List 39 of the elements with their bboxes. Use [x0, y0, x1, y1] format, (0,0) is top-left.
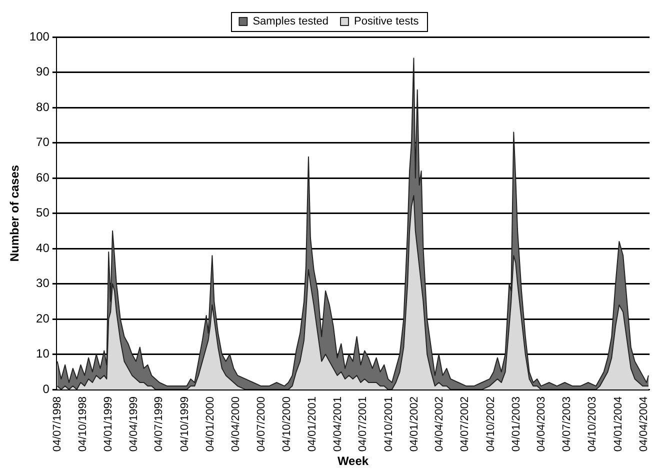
x-tick-label: 04/07/2001: [357, 396, 370, 452]
x-tick-label: 04/01/2004: [612, 396, 624, 452]
x-tick-label: 04/01/2002: [408, 396, 421, 452]
y-tick-label: 70: [36, 135, 50, 150]
x-tick-label: 04/10/1998: [76, 396, 89, 452]
legend-label: Samples tested: [252, 16, 329, 28]
y-tick-label: 10: [36, 346, 50, 361]
x-tick-label: 04/01/2003: [510, 396, 522, 452]
x-tick-label: 04/01/2000: [204, 396, 217, 452]
y-axis-title: Number of cases: [8, 164, 22, 262]
x-tick-label: 04/10/2001: [382, 396, 395, 452]
x-tick-label: 04/10/2002: [484, 396, 497, 452]
x-tick-label: 04/07/2003: [561, 396, 574, 452]
y-tick-label: 40: [36, 240, 50, 255]
x-tick-label: 04/04/2004: [638, 396, 650, 452]
x-tick-label: 04/10/1999: [178, 396, 191, 452]
y-tick-label: 20: [36, 311, 50, 326]
x-tick-label: 04/07/2000: [255, 396, 268, 452]
legend-label: Positive tests: [354, 16, 420, 28]
y-tick-label: 50: [36, 206, 50, 220]
x-tick-label: 04/04/2002: [434, 396, 446, 452]
y-tick-label: 0: [42, 382, 50, 396]
y-tick-label: 90: [36, 64, 50, 79]
x-axis-title: Week: [337, 454, 369, 468]
x-tick-label: 04/04/2000: [230, 396, 242, 452]
x-tick-label: 04/01/2001: [306, 396, 319, 452]
x-tick-label: 04/10/2003: [586, 396, 599, 452]
x-tick-label: 04/04/2001: [332, 396, 344, 452]
y-tick-label: 30: [36, 276, 50, 290]
x-tick-label: 04/07/1999: [153, 396, 166, 452]
x-tick-label: 04/04/1999: [128, 396, 140, 452]
x-tick-label: 04/04/2003: [536, 396, 548, 452]
x-tick-label: 04/01/1999: [102, 396, 115, 452]
x-tick-label: 04/10/2000: [281, 396, 294, 452]
y-tick-label: 100: [29, 29, 50, 44]
x-tick-label: 04/07/2002: [459, 396, 472, 452]
x-tick-label: 04/07/1998: [51, 396, 64, 452]
y-tick-label: 60: [36, 170, 50, 184]
y-tick-label: 80: [36, 100, 50, 114]
